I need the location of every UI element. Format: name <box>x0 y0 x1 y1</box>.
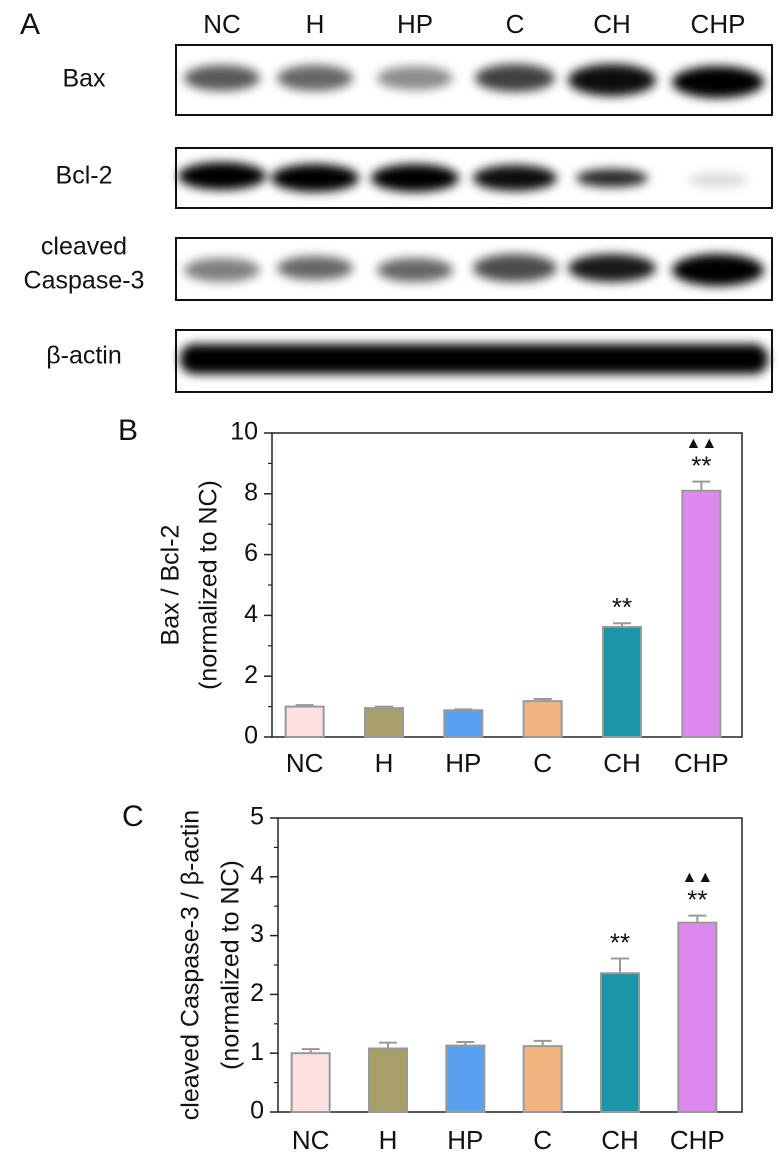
bar <box>368 1047 408 1113</box>
y-tick-label: 2 <box>244 661 258 689</box>
x-tick-label: CHP <box>674 748 729 778</box>
y-tick-label: 6 <box>244 539 258 567</box>
panel-label: B <box>118 414 138 447</box>
y-tick-label: 4 <box>250 861 264 889</box>
bar <box>681 489 722 739</box>
bar <box>290 1052 331 1113</box>
y-tick-label: 10 <box>230 418 258 446</box>
panel-label: C <box>122 800 144 833</box>
x-tick-label: NC <box>292 1125 330 1155</box>
lane-label: CH <box>593 9 631 39</box>
bar-chart: 0 1 2 3 4 5 cleaved Caspase-3 / β-actin (normal… <box>177 803 743 1155</box>
y-axis-label: (normalized to NC) <box>217 860 245 1070</box>
x-tick-label: CH <box>601 1125 639 1155</box>
blot-boxes <box>175 44 773 393</box>
significance: ** <box>691 451 711 481</box>
blot-bands <box>178 64 768 374</box>
bar <box>522 1045 563 1114</box>
lane-label: NC <box>203 9 241 39</box>
y-axis-label: Bax / Bcl-2 <box>157 525 185 646</box>
bar <box>445 1044 486 1114</box>
row-label: cleaved <box>41 233 127 261</box>
bar <box>284 705 325 738</box>
y-axis-label: cleaved Caspase-3 / β-actin <box>177 810 205 1120</box>
lane-label: HP <box>397 9 433 39</box>
bar <box>677 921 718 1113</box>
y-tick-label: 1 <box>250 1038 264 1066</box>
significance: ▲▲ <box>681 869 713 886</box>
row-label: Bcl-2 <box>56 162 113 190</box>
x-tick-label: H <box>379 1125 398 1155</box>
x-tick-label: H <box>375 748 394 778</box>
row-label: β-actin <box>46 342 122 370</box>
y-axis-label: (normalized to NC) <box>195 480 223 690</box>
row-label: Bax <box>62 65 106 93</box>
y-tick-label: 0 <box>244 722 258 750</box>
lane-labels: NC H HP C CH CHP <box>203 9 745 39</box>
y-tick-label: 2 <box>250 979 264 1007</box>
y-tick-label: 0 <box>250 1097 264 1125</box>
x-tick-label: CHP <box>670 1125 725 1155</box>
significance: ** <box>612 592 632 622</box>
blot-row-labels: Bax Bcl-2 cleaved Caspase-3 β-actin <box>24 65 145 370</box>
bar-chart: 0 2 4 6 8 10 Bax / Bcl-2 (normalized to NC) NC H H… <box>157 418 743 778</box>
x-tick-label: CH <box>603 748 641 778</box>
bar <box>522 700 563 738</box>
row-label: Caspase-3 <box>24 267 145 295</box>
x-tick-label: C <box>533 748 552 778</box>
plot-frame <box>277 817 743 1113</box>
x-tick-label: NC <box>286 748 324 778</box>
lane-label: H <box>306 9 325 39</box>
significance: ▲▲ <box>685 435 717 452</box>
significance: ** <box>610 927 630 957</box>
lane-label: CHP <box>691 9 746 39</box>
plot-frame <box>271 432 743 738</box>
panel-label: A <box>20 8 40 41</box>
y-tick-label: 4 <box>244 600 258 628</box>
x-tick-label: HP <box>445 748 481 778</box>
bar <box>600 972 640 1113</box>
bar <box>443 709 484 738</box>
y-tick-label: 3 <box>250 920 264 948</box>
bar <box>364 707 404 738</box>
significance: ** <box>687 884 707 914</box>
lane-label: C <box>506 9 525 39</box>
x-tick-label: HP <box>447 1125 483 1155</box>
y-tick-label: 8 <box>244 478 258 506</box>
bar <box>602 625 642 739</box>
y-tick-label: 5 <box>250 803 264 831</box>
x-tick-label: C <box>533 1125 552 1155</box>
